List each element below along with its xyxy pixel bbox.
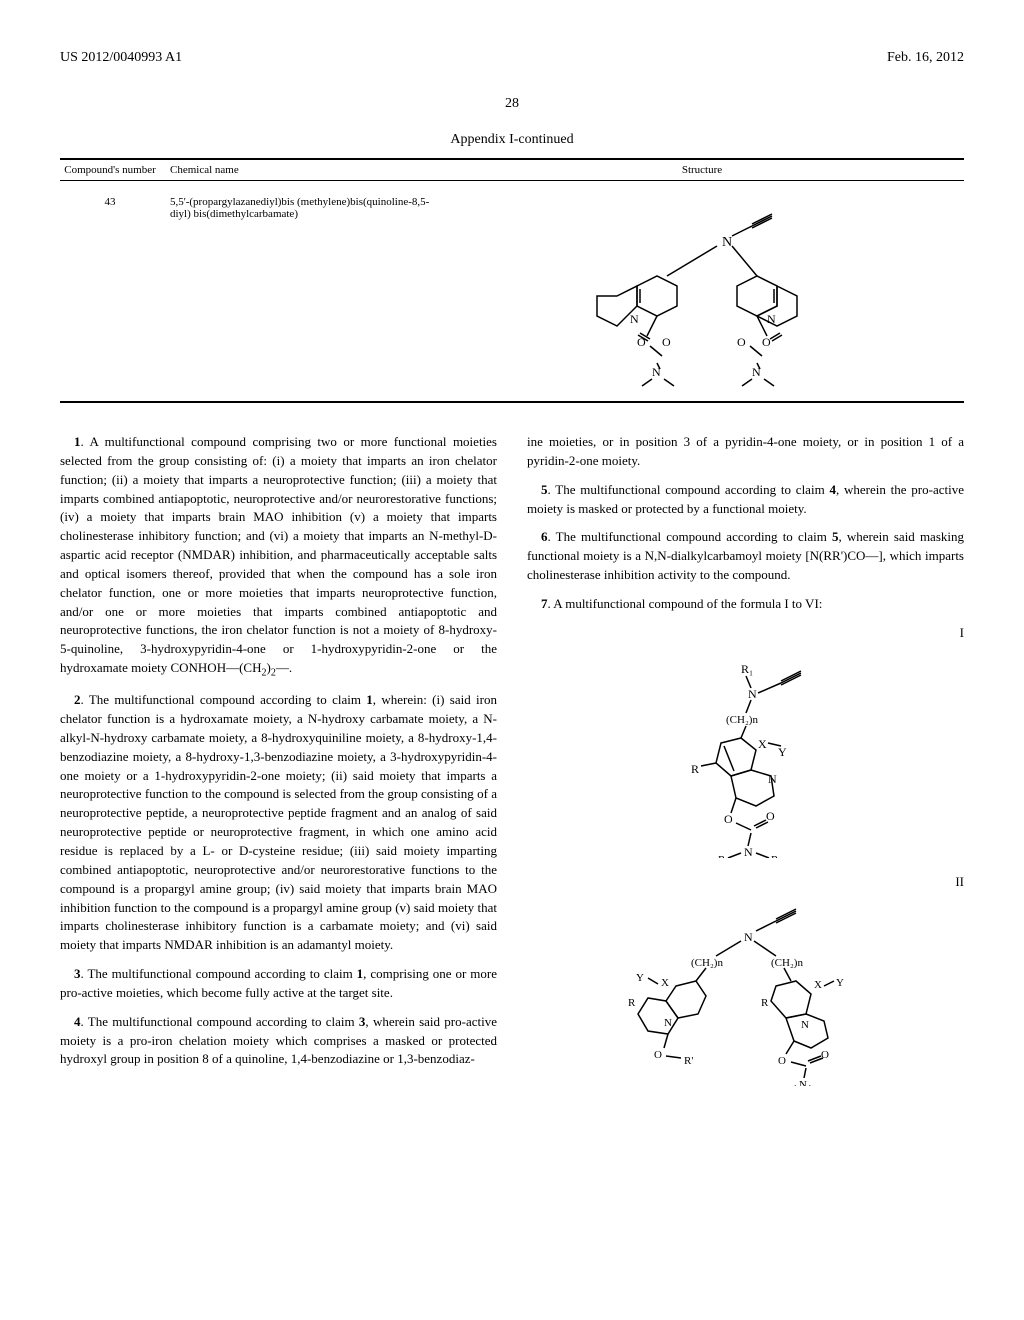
page-number: 28: [60, 96, 964, 112]
svg-text:R: R: [628, 997, 636, 1009]
svg-text:O: O: [724, 812, 733, 826]
claim-text: 6. The multifunctional compound accordin…: [527, 528, 964, 585]
claim-text: 7. A multifunctional compound of the for…: [527, 595, 964, 614]
chemical-name: 5,5'-(propargylazanediyl)bis (methylene)…: [160, 191, 440, 391]
appendix-title: Appendix I-continued: [60, 132, 964, 148]
compound-number: 43: [60, 191, 160, 391]
claim-number: 6: [541, 529, 548, 544]
formula-label-I: I: [527, 624, 964, 643]
svg-text:X: X: [814, 979, 822, 991]
formula-II-structure: N (CH₂)n (CH₂)n X Y R N O: [527, 906, 964, 1086]
svg-text:R: R: [761, 997, 769, 1009]
claim-continuation: ine moieties, or in position 3 of a pyri…: [527, 433, 964, 471]
formula-label-II: II: [527, 873, 964, 892]
claim-number: 5: [541, 482, 548, 497]
svg-text:(CH₂)n: (CH₂)n: [691, 957, 723, 969]
svg-text:N: N: [664, 1017, 672, 1029]
svg-text:Y: Y: [836, 977, 844, 989]
svg-text:N: N: [630, 312, 639, 326]
svg-text:O: O: [821, 1049, 829, 1061]
right-column: ine moieties, or in position 3 of a pyri…: [527, 433, 964, 1101]
svg-text:O: O: [778, 1055, 786, 1067]
compound-structure-icon: N N N O: [592, 191, 812, 391]
claim-number: 3: [74, 966, 81, 981]
svg-text:N: N: [744, 930, 753, 944]
table-row: 43 5,5'-(propargylazanediyl)bis (methyle…: [60, 181, 964, 401]
table-header: Compound's number Chemical name Structur…: [60, 160, 964, 181]
svg-text:O: O: [766, 809, 775, 823]
column-header-name: Chemical name: [160, 164, 440, 176]
svg-text:Y: Y: [778, 745, 787, 759]
publication-date: Feb. 16, 2012: [887, 50, 964, 66]
formula-structure-icon: N (CH₂)n (CH₂)n X Y R N O: [606, 906, 886, 1086]
claim-number: 1: [74, 434, 81, 449]
svg-text:(CH₂)n: (CH₂)n: [771, 957, 803, 969]
formula-structure-icon: R₁ N (CH₂)n X Y N: [656, 658, 836, 858]
column-header-structure: Structure: [440, 164, 964, 176]
header: US 2012/0040993 A1 Feb. 16, 2012: [60, 50, 964, 66]
svg-text:N: N: [744, 845, 753, 858]
claim-number: 7: [541, 596, 548, 611]
svg-text:N: N: [748, 687, 757, 701]
claim-text: 5. The multifunctional compound accordin…: [527, 481, 964, 519]
svg-text:N: N: [801, 1019, 809, 1031]
svg-text:R₂: R₂: [718, 854, 729, 858]
structure-cell: N N N O: [440, 191, 964, 391]
claim-number: 4: [74, 1014, 81, 1029]
formula-I-structure: R₁ N (CH₂)n X Y N: [527, 658, 964, 858]
svg-text:R: R: [691, 762, 699, 776]
svg-text:N: N: [767, 312, 776, 326]
claim-text: 1. A multifunctional compound comprising…: [60, 433, 497, 681]
svg-text:R': R': [684, 1055, 693, 1067]
svg-text:(CH₂)n: (CH₂)n: [726, 714, 758, 726]
claims-content: 1. A multifunctional compound comprising…: [60, 433, 964, 1101]
svg-text:O: O: [654, 1049, 662, 1061]
svg-text:N: N: [799, 1079, 807, 1086]
svg-text:N: N: [768, 772, 777, 786]
compound-table: Compound's number Chemical name Structur…: [60, 158, 964, 403]
svg-text:O: O: [737, 335, 746, 349]
svg-text:X: X: [758, 737, 767, 751]
svg-text:N: N: [722, 235, 732, 250]
svg-text:R₃: R₃: [771, 854, 782, 858]
claim-text: 2. The multifunctional compound accordin…: [60, 691, 497, 955]
patent-number: US 2012/0040993 A1: [60, 50, 182, 66]
claim-text: 4. The multifunctional compound accordin…: [60, 1013, 497, 1070]
claim-text: 3. The multifunctional compound accordin…: [60, 965, 497, 1003]
column-header-number: Compound's number: [60, 164, 160, 176]
svg-text:R₁: R₁: [741, 662, 753, 676]
svg-text:X: X: [661, 977, 669, 989]
svg-text:O: O: [662, 335, 671, 349]
svg-text:O: O: [762, 335, 771, 349]
left-column: 1. A multifunctional compound comprising…: [60, 433, 497, 1101]
claim-number: 2: [74, 692, 81, 707]
svg-text:Y: Y: [636, 972, 644, 984]
